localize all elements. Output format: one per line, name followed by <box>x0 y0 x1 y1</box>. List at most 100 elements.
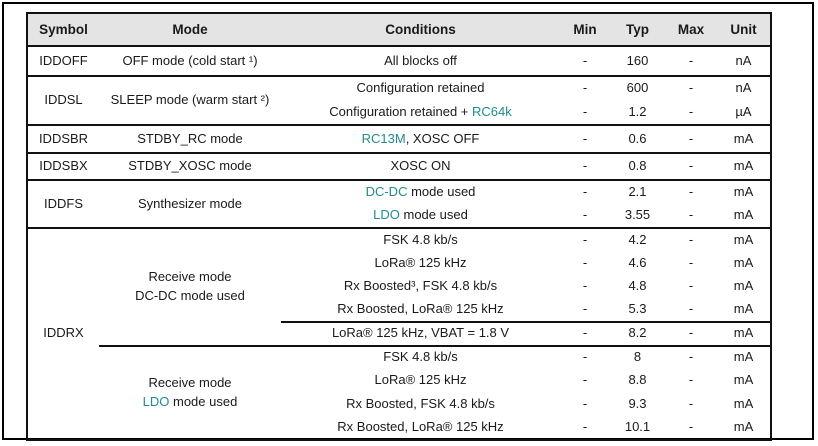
col-header-conditions: Conditions <box>281 13 560 47</box>
unit-cell: mA <box>733 349 754 365</box>
min-cell: - <box>582 349 588 365</box>
conditions-cell: Configuration retained <box>281 75 560 100</box>
unit-cell: mA <box>717 322 771 347</box>
unit-cell: mA <box>717 152 771 180</box>
table-header-row: Symbol Mode Conditions Min Typ Max Unit <box>27 13 771 47</box>
table-row-iddrx-9: Rx Boosted, LoRa® 125 kHz - 10.1 - mA <box>27 416 771 440</box>
table-row-iddrx-2: LoRa® 125 kHz - 4.6 - mA <box>27 252 771 276</box>
conditions-cell: FSK 4.8 kb/s <box>383 349 458 365</box>
conditions-cell: RC13M, XOSC OFF <box>281 124 560 153</box>
max-cell: - <box>688 254 694 270</box>
min-cell: - <box>560 227 610 252</box>
symbol-cell: IDDRX <box>27 227 99 440</box>
unit-cell: mA <box>733 395 754 411</box>
max-cell: - <box>665 152 717 180</box>
mode-cell: STDBY_XOSC mode <box>99 152 281 180</box>
table-row-iddsbx: IDDSBX STDBY_XOSC mode XOSC ON - 0.8 - m… <box>27 152 771 180</box>
symbol-cell: IDDOFF <box>27 45 99 76</box>
conditions-cell: Rx Boosted, LoRa® 125 kHz <box>281 298 560 323</box>
unit-cell: mA <box>717 227 771 252</box>
unit-cell: mA <box>733 418 754 434</box>
unit-cell: mA <box>717 179 771 204</box>
conditions-cell: LoRa® 125 kHz <box>374 372 467 388</box>
typ-cell: 4.2 <box>610 227 665 252</box>
mode-cell: Receive mode DC-DC mode used <box>99 227 281 347</box>
table-row-iddfs-2: LDO mode used - 3.55 - mA <box>27 204 771 228</box>
min-cell: - <box>582 207 588 223</box>
max-cell: - <box>688 395 694 411</box>
conditions-cell: FSK 4.8 kb/s <box>281 227 560 252</box>
table-row-iddoff: IDDOFF OFF mode (cold start ¹) All block… <box>27 45 771 76</box>
min-cell: - <box>582 103 588 119</box>
min-cell: - <box>560 124 610 153</box>
conditions-cell: LoRa® 125 kHz, VBAT = 1.8 V <box>281 322 560 347</box>
unit-cell: mA <box>717 298 771 323</box>
table-row-iddsl-1: IDDSL SLEEP mode (warm start ²) Configur… <box>27 75 771 125</box>
min-cell: - <box>560 45 610 76</box>
typ-cell: 4.6 <box>628 254 647 270</box>
page-frame: Symbol Mode Conditions Min Typ Max Unit … <box>2 2 814 441</box>
table-row-iddrx-3: Rx Boosted³, FSK 4.8 kb/s - 4.8 - mA <box>27 275 771 299</box>
typ-cell: 3.55 <box>624 207 651 223</box>
table-row-iddsl-2: Configuration retained + RC64k - 1.2 - µ… <box>27 100 771 125</box>
typ-cell: 160 <box>610 45 665 76</box>
max-cell: - <box>688 207 694 223</box>
typ-cell: 5.3 <box>610 298 665 323</box>
symbol-cell: IDDSBR <box>27 124 99 153</box>
col-header-mode: Mode <box>99 13 281 47</box>
col-header-typ: Typ <box>610 13 665 47</box>
table-row-iddrx-1: IDDRX Receive mode DC-DC mode used FSK 4… <box>27 227 771 440</box>
conditions-cell: XOSC ON <box>281 152 560 180</box>
min-cell: - <box>582 418 588 434</box>
min-cell: - <box>582 395 588 411</box>
mode-cell: OFF mode (cold start ¹) <box>99 45 281 76</box>
max-cell: - <box>665 124 717 153</box>
conditions-cell: All blocks off <box>281 45 560 76</box>
conditions-cell: LoRa® 125 kHz <box>374 254 467 270</box>
min-cell: - <box>582 254 588 270</box>
typ-cell: 8.2 <box>610 322 665 347</box>
symbol-cell: IDDSBX <box>27 152 99 180</box>
unit-cell: mA <box>733 207 754 223</box>
symbol-cell: IDDSL <box>27 75 99 125</box>
typ-cell: 1.2 <box>628 103 647 119</box>
min-cell: - <box>560 152 610 180</box>
min-cell: - <box>582 372 588 388</box>
unit-cell: nA <box>717 45 771 76</box>
table-row-iddrx-5: LoRa® 125 kHz, VBAT = 1.8 V - 8.2 - mA <box>27 322 771 347</box>
max-cell: - <box>688 372 694 388</box>
max-cell: - <box>665 227 717 252</box>
col-header-symbol: Symbol <box>27 13 99 47</box>
conditions-cell: Configuration retained + RC64k <box>329 103 512 119</box>
conditions-cell: DC-DC mode used <box>281 179 560 204</box>
conditions-cell: Rx Boosted³, FSK 4.8 kb/s <box>343 278 498 294</box>
table-row-iddrx-8: Rx Boosted, FSK 4.8 kb/s - 9.3 - mA <box>27 393 771 417</box>
max-cell: - <box>688 278 694 294</box>
symbol-cell: IDDFS <box>27 179 99 228</box>
max-cell: - <box>665 298 717 323</box>
mode-cell: STDBY_RC mode <box>99 124 281 153</box>
unit-cell: µA <box>735 103 752 119</box>
typ-cell: 9.3 <box>628 395 647 411</box>
min-cell: - <box>560 75 610 100</box>
power-consumption-table: Symbol Mode Conditions Min Typ Max Unit … <box>26 12 772 441</box>
min-cell: - <box>582 278 588 294</box>
typ-cell: 8.8 <box>628 372 647 388</box>
table-row-iddsbr: IDDSBR STDBY_RC mode RC13M, XOSC OFF - 0… <box>27 124 771 153</box>
typ-cell: 0.8 <box>610 152 665 180</box>
table-row-iddrx-6: Receive mode LDO mode used FSK 4.8 kb/s … <box>27 346 771 408</box>
typ-cell: 10.1 <box>624 418 651 434</box>
typ-cell: 2.1 <box>610 179 665 204</box>
col-header-min: Min <box>560 13 610 47</box>
table-row-iddrx-7: LoRa® 125 kHz - 8.8 - mA <box>27 369 771 393</box>
typ-cell: 4.8 <box>628 278 647 294</box>
max-cell: - <box>688 103 694 119</box>
col-header-unit: Unit <box>717 13 771 47</box>
min-cell: - <box>560 179 610 204</box>
table-row-iddrx-4: Rx Boosted, LoRa® 125 kHz - 5.3 - mA <box>27 298 771 323</box>
conditions-cell: LDO mode used <box>373 207 468 223</box>
max-cell: - <box>665 75 717 100</box>
col-header-max: Max <box>665 13 717 47</box>
mode-cell: SLEEP mode (warm start ²) <box>99 75 281 125</box>
mode-cell: Synthesizer mode <box>99 179 281 228</box>
